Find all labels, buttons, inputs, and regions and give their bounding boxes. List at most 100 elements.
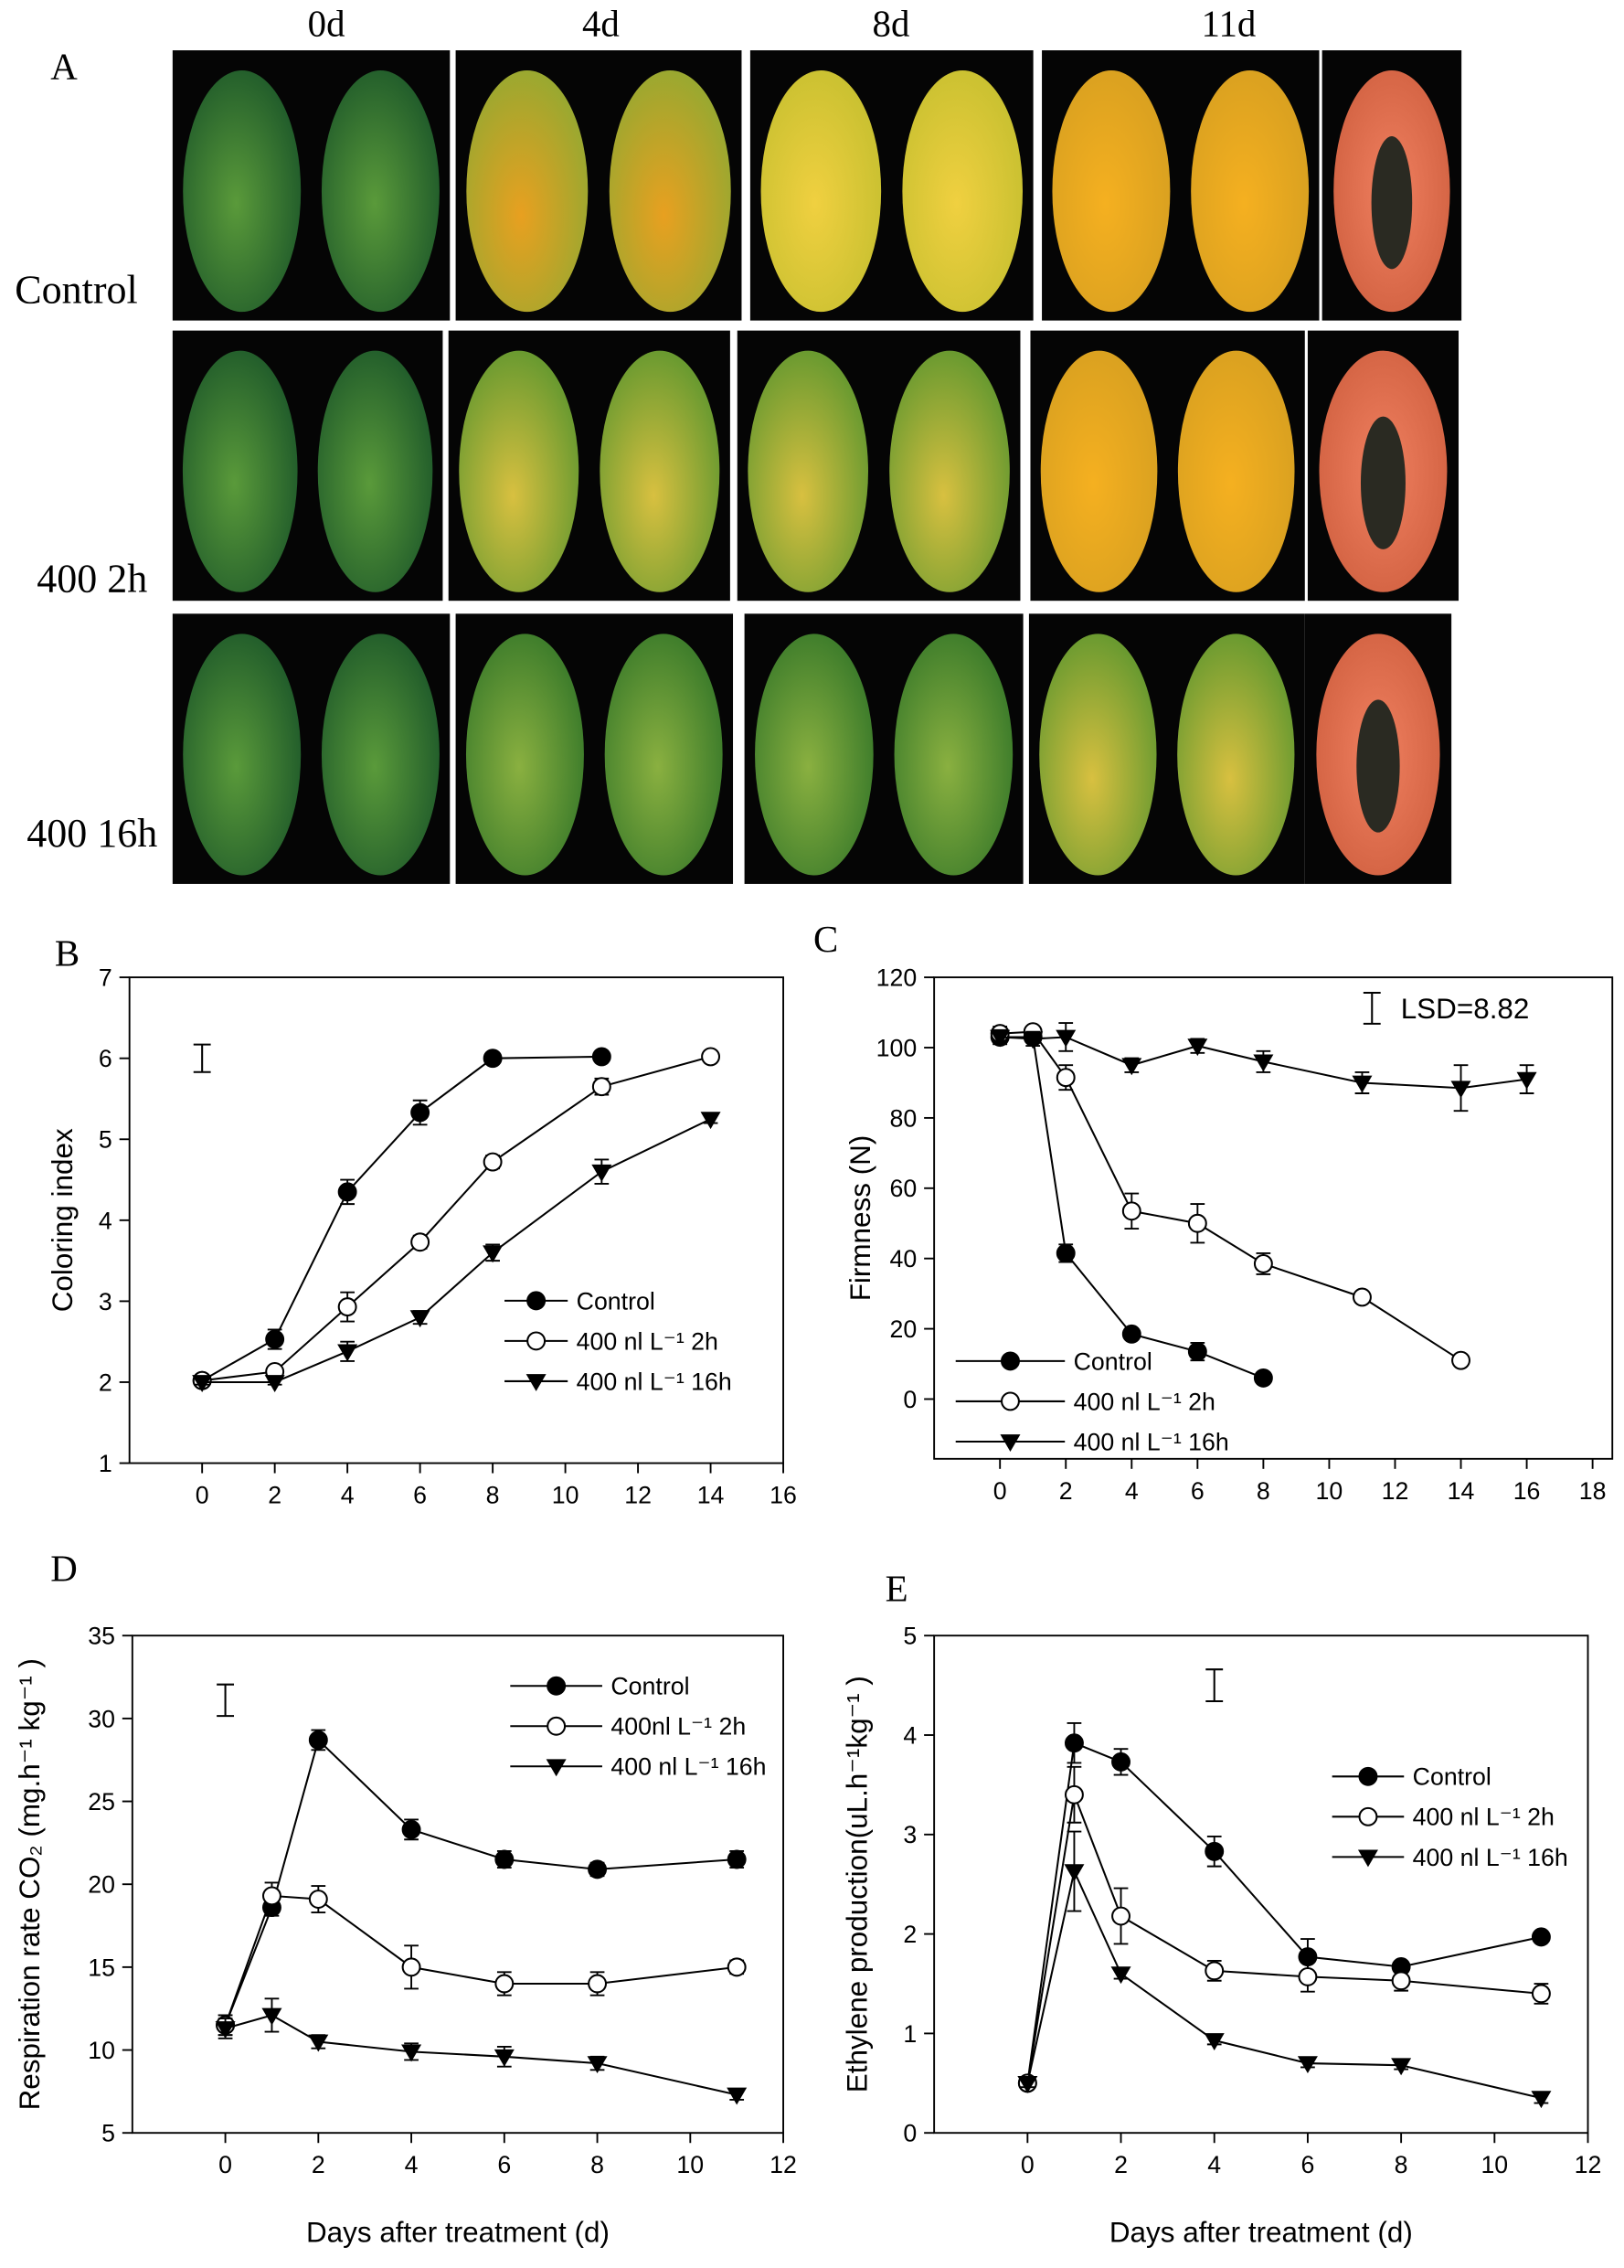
legend-marker bbox=[1001, 1391, 1020, 1411]
papaya bbox=[755, 634, 874, 876]
legend-marker bbox=[1357, 1849, 1378, 1868]
y-tick-label: 100 bbox=[876, 1034, 918, 1061]
lsd-bar bbox=[1205, 1668, 1224, 1703]
papaya bbox=[182, 350, 298, 592]
y-tick-label: 1 bbox=[99, 1450, 112, 1477]
papaya bbox=[1052, 70, 1171, 313]
y-axis-label: Coloring index bbox=[47, 1128, 79, 1312]
y-tick-label: 120 bbox=[876, 964, 918, 992]
x-tick-label: 2 bbox=[268, 1482, 281, 1509]
marker bbox=[1023, 1031, 1044, 1049]
marker bbox=[192, 1375, 213, 1392]
marker bbox=[990, 1029, 1011, 1048]
marker bbox=[1056, 1068, 1076, 1088]
marker bbox=[265, 1329, 285, 1349]
y-axis-label: Respiration rate CO₂ (mg.h⁻¹ kg⁻¹ ) bbox=[14, 1658, 46, 2110]
marker bbox=[494, 2049, 515, 2067]
marker bbox=[494, 1974, 515, 1994]
legend-label: Control bbox=[1413, 1763, 1491, 1791]
marker bbox=[727, 1849, 747, 1869]
papaya bbox=[317, 350, 433, 592]
marker bbox=[1297, 2056, 1318, 2074]
papaya bbox=[466, 70, 589, 313]
marker bbox=[727, 1957, 747, 1977]
papaya bbox=[748, 350, 868, 592]
x-tick-label: 4 bbox=[1207, 2151, 1221, 2178]
plot-frame bbox=[128, 976, 784, 1464]
y-tick-label: 5 bbox=[99, 1126, 112, 1154]
series-line bbox=[1026, 1741, 1542, 2083]
papaya bbox=[1040, 350, 1158, 592]
marker bbox=[591, 1047, 611, 1067]
legend-marker bbox=[526, 1291, 547, 1311]
marker bbox=[588, 1974, 608, 1994]
marker bbox=[1205, 1961, 1225, 1981]
x-tick-label: 0 bbox=[196, 1482, 209, 1509]
y-tick-label: 0 bbox=[903, 1386, 917, 1413]
marker bbox=[1253, 1368, 1273, 1388]
legend-label: 400 nl L⁻¹ 2h bbox=[577, 1327, 718, 1355]
x-tick-label: 4 bbox=[405, 2151, 419, 2178]
x-tick-label: 0 bbox=[993, 1477, 1007, 1505]
marker bbox=[337, 1344, 358, 1362]
y-tick-label: 6 bbox=[99, 1045, 112, 1072]
y-tick-label: 7 bbox=[99, 964, 112, 992]
y-tick-label: 2 bbox=[903, 1921, 917, 1948]
marker bbox=[494, 1849, 515, 1869]
y-tick-label: 20 bbox=[88, 1871, 115, 1899]
y-tick-label: 80 bbox=[890, 1104, 918, 1132]
series-line bbox=[225, 2014, 738, 2096]
series-line bbox=[224, 1738, 738, 2026]
plot-frame bbox=[933, 976, 1614, 1460]
x-tick-label: 6 bbox=[413, 1482, 427, 1509]
marker bbox=[1205, 1841, 1225, 1861]
x-tick-label: 10 bbox=[1316, 1477, 1343, 1505]
papaya bbox=[459, 350, 579, 592]
marker bbox=[410, 1102, 430, 1123]
marker bbox=[1531, 1927, 1551, 1947]
legend-marker bbox=[1001, 1351, 1020, 1371]
series-line bbox=[201, 1055, 602, 1382]
legend-label: 400 nl L⁻¹ 2h bbox=[1074, 1388, 1215, 1415]
papaya bbox=[465, 634, 584, 876]
legend-marker bbox=[525, 1374, 547, 1391]
y-tick-label: 25 bbox=[88, 1788, 115, 1815]
chart: D 5 10 15 20 25 30 35 0 2 4 6 8 10 12 Respiration rate … bbox=[14, 1548, 797, 2248]
marker bbox=[401, 2044, 422, 2062]
y-tick-label: 3 bbox=[99, 1288, 112, 1315]
marker bbox=[337, 1182, 357, 1202]
legend-label: 400 nl L⁻¹ 16h bbox=[1413, 1844, 1568, 1871]
marker bbox=[1253, 1253, 1273, 1273]
legend-label: 400 nl L⁻¹ 16h bbox=[610, 1753, 766, 1781]
marker bbox=[215, 2021, 236, 2039]
x-tick-label: 2 bbox=[1114, 2151, 1128, 2178]
x-tick-label: 14 bbox=[697, 1482, 725, 1509]
y-tick-label: 60 bbox=[890, 1175, 918, 1202]
papaya bbox=[609, 70, 731, 313]
legend-marker bbox=[547, 1676, 567, 1696]
lsd-bar bbox=[217, 1683, 235, 1718]
marker bbox=[1298, 1966, 1318, 1986]
y-tick-label: 35 bbox=[88, 1623, 115, 1650]
marker bbox=[1121, 1058, 1142, 1076]
plot-frame bbox=[131, 1634, 784, 2135]
x-tick-label: 12 bbox=[1575, 2151, 1602, 2178]
plot-frame bbox=[933, 1634, 1589, 2135]
x-tick-label: 12 bbox=[624, 1482, 652, 1509]
panel-label: A bbox=[50, 46, 78, 87]
y-tick-label: 4 bbox=[903, 1721, 917, 1749]
marker bbox=[337, 1297, 357, 1317]
marker bbox=[1391, 1971, 1411, 1991]
legend-label: Control bbox=[610, 1673, 689, 1700]
marker bbox=[1187, 1038, 1208, 1057]
y-tick-label: 15 bbox=[88, 1954, 115, 1981]
marker bbox=[308, 1730, 328, 1750]
marker bbox=[1056, 1029, 1077, 1048]
y-tick-label: 1 bbox=[903, 2020, 917, 2048]
marker bbox=[1187, 1213, 1207, 1233]
papaya bbox=[604, 634, 723, 876]
marker bbox=[308, 1890, 328, 1909]
